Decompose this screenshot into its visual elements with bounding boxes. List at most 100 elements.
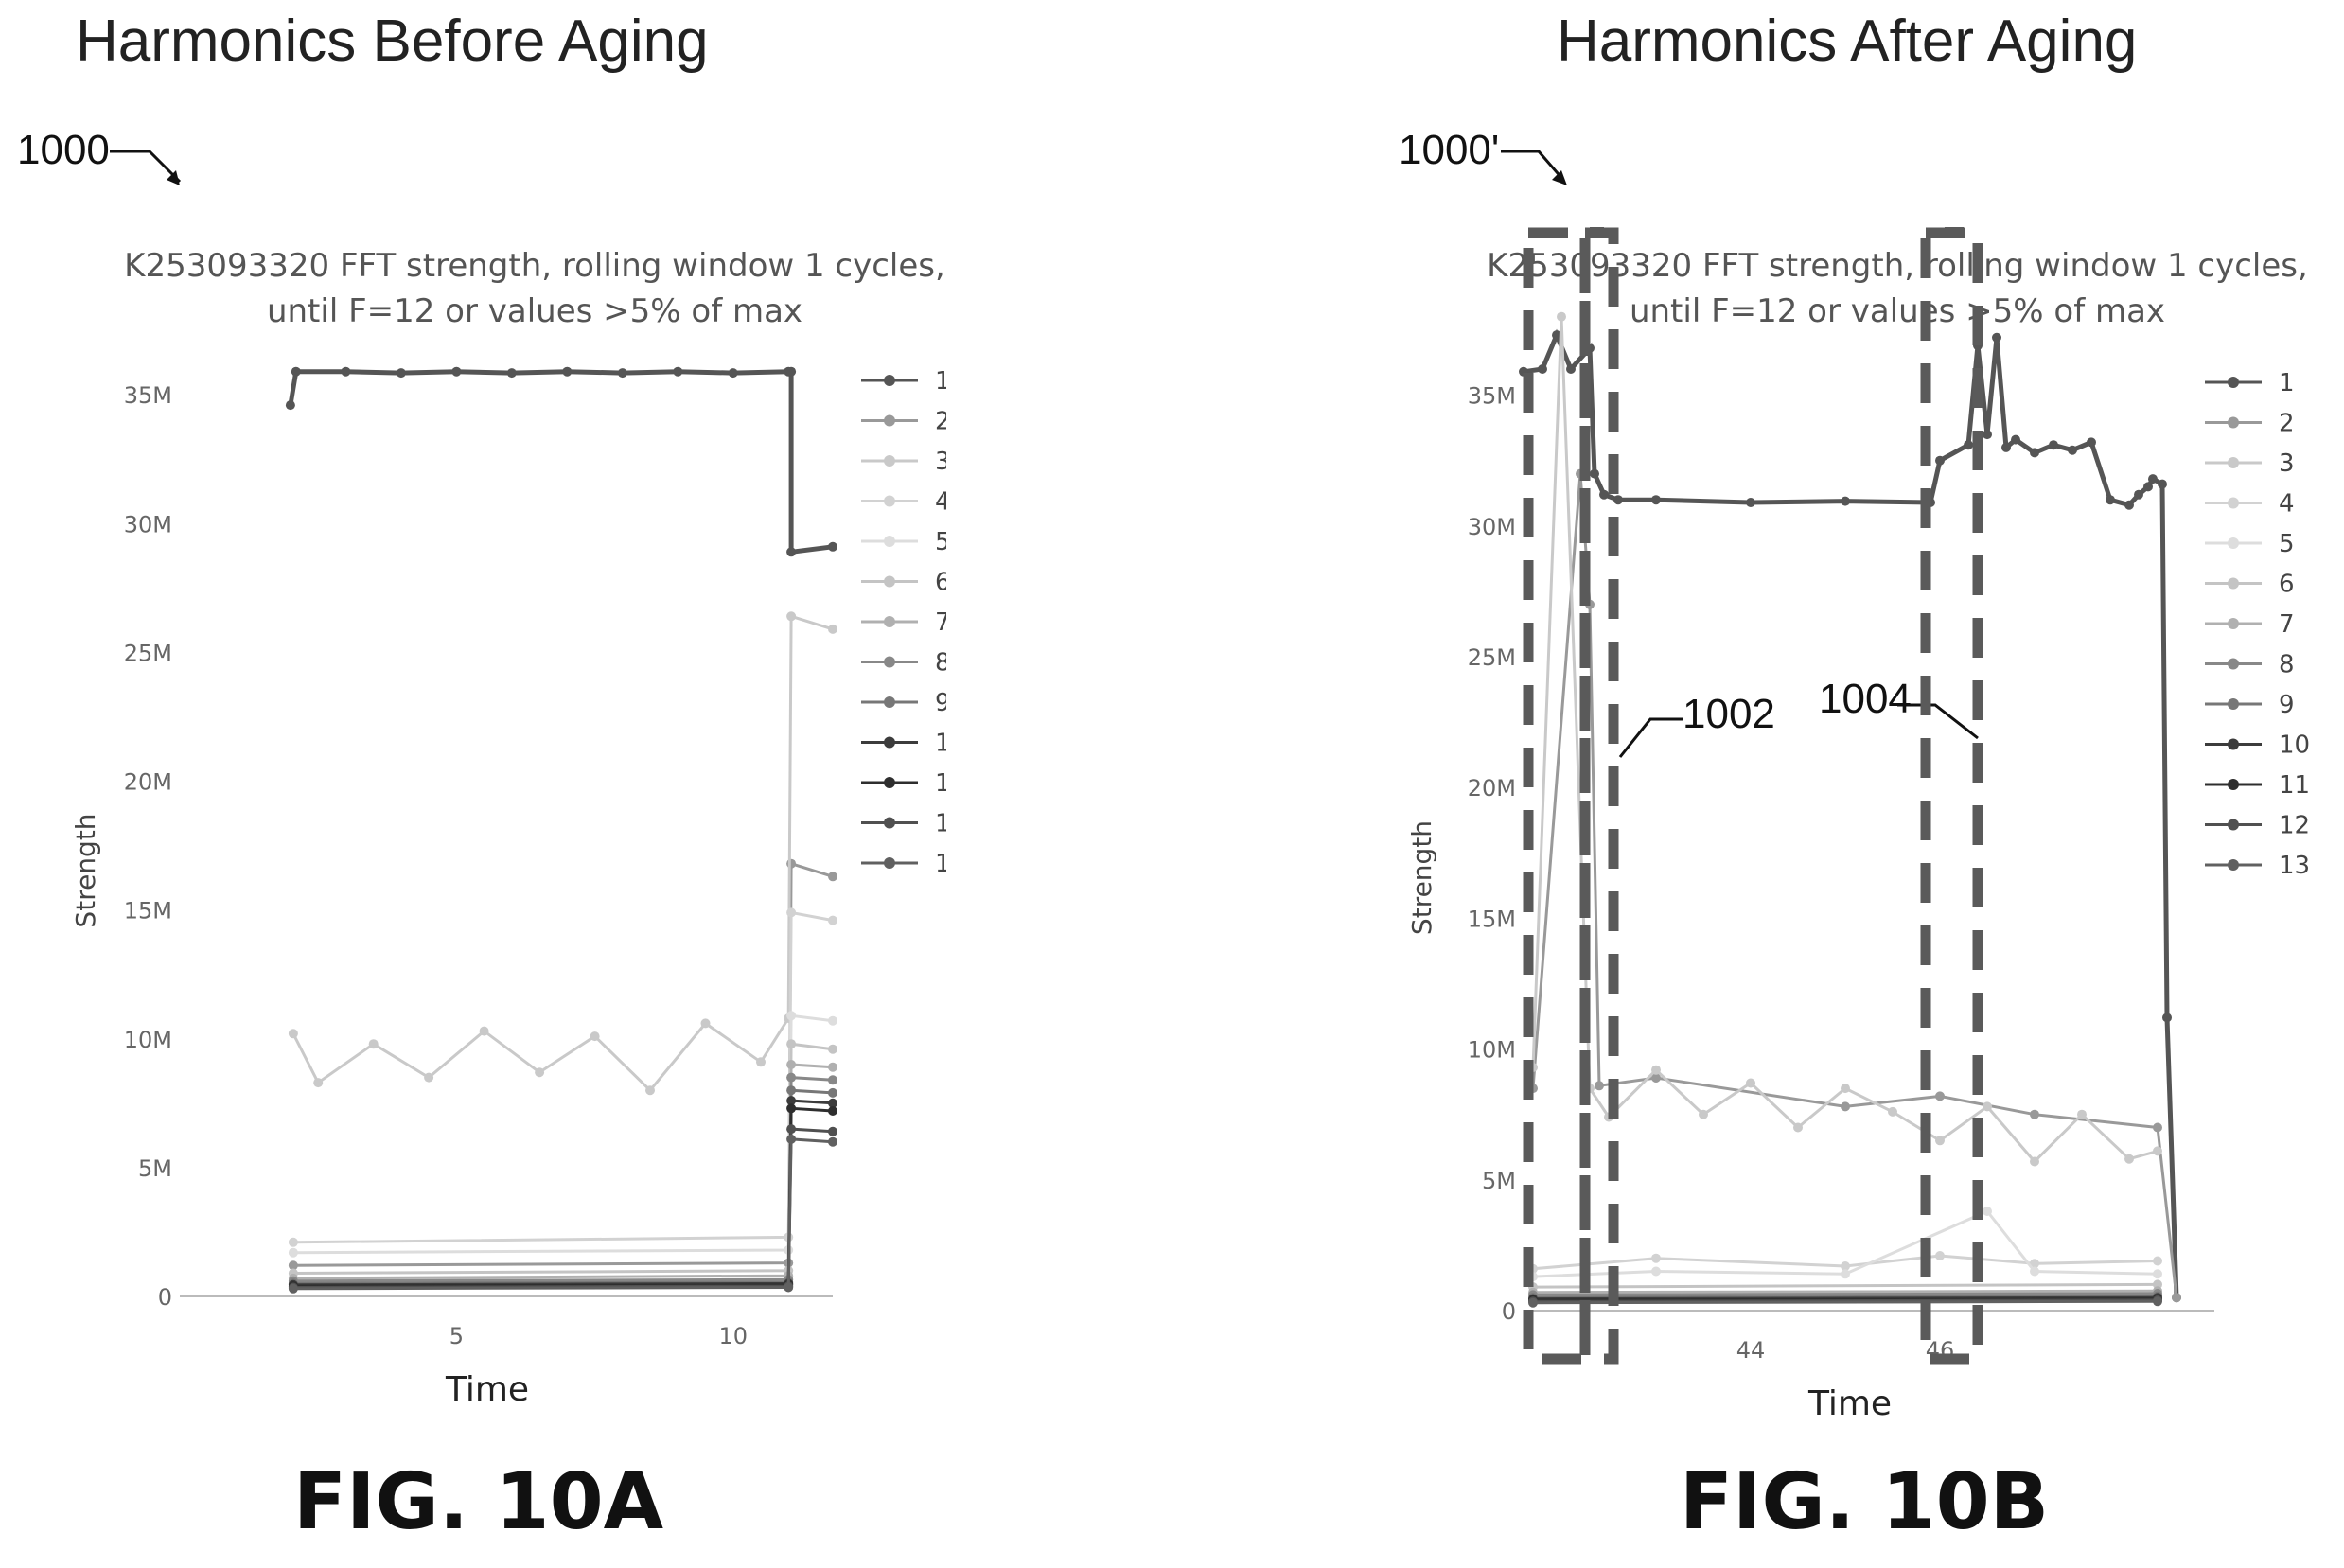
chart-title: K253093320 FFT strength, rolling window … [1487,247,2308,285]
y-tick-label: 10M [124,1027,172,1053]
series-point-1 [396,368,406,379]
series-point-6 [2153,1279,2162,1290]
y-tick-label: 30M [1468,514,1516,540]
legend-label-3: 3 [2279,449,2295,478]
legend-label-2: 2 [935,408,946,436]
series-line-13 [1532,1299,2159,1305]
series-point-11 [828,1106,837,1116]
series-point-1 [2143,482,2153,492]
chart-subtitle: until F=12 or values >5% of max [1630,292,2165,330]
legend-marker-6 [2228,577,2239,590]
legend-marker-7 [2228,618,2239,629]
series-point-7 [786,1060,797,1069]
chart-title: K253093320 FFT strength, rolling window … [124,247,945,285]
series-line-2 [1531,473,2178,1298]
arrow-1000-prime-icon [1501,150,1565,181]
series-point-1 [2030,448,2039,458]
series-line-1 [1523,328,2179,1298]
y-tick-label: 15M [124,898,172,925]
x-axis-label: Time [1807,1384,1892,1423]
y-tick-label: 30M [124,511,172,537]
series-point-13 [2153,1296,2162,1307]
series-point-1 [1651,495,1661,505]
series-point-1 [2158,479,2167,489]
legend-label-13: 13 [2279,852,2310,880]
series-point-3 [1935,1136,1945,1146]
chart-harmonics-before-aging: K253093320 FFT strength, rolling window … [70,247,946,1409]
series-line-4 [1532,1254,2159,1271]
legend-label-7: 7 [2279,610,2295,639]
series-point-1 [1566,364,1576,374]
series-point-1 [1552,330,1561,341]
series-point-2 [828,872,837,882]
legend-label-11: 11 [2279,771,2310,800]
series-point-3 [2030,1156,2039,1167]
y-tick-label: 35M [124,382,172,409]
legend-marker-13 [884,857,895,869]
series-point-12 [786,1124,797,1135]
series-point-3 [828,624,837,634]
left-heading: Harmonics Before Aging [76,9,709,74]
legend-marker-3 [884,455,895,467]
y-axis-label: Strength [70,813,101,927]
series-line-5 [292,1013,834,1255]
series-group [285,366,837,1294]
legend-label-6: 6 [935,569,946,597]
series-point-4 [828,915,837,925]
series-point-2 [288,1260,298,1271]
legend-label-4: 4 [935,488,946,517]
series-point-1 [1841,496,1850,506]
series-point-1 [1992,332,2001,343]
series-point-3 [645,1085,655,1096]
y-tick-label: 0 [158,1284,172,1311]
series-point-10 [786,1096,797,1106]
legend-marker-1 [2228,377,2239,388]
legend-label-1: 1 [935,367,946,396]
legend-marker-10 [2228,738,2239,750]
series-point-1 [1964,440,1973,450]
y-tick-label: 20M [124,769,172,796]
legend-marker-10 [884,736,895,749]
series-point-2 [1595,1081,1604,1091]
series-point-1 [617,368,627,379]
series-line-5 [1532,1209,2159,1278]
series-point-9 [828,1087,837,1098]
legend-marker-7 [884,616,895,627]
series-point-3 [2124,1154,2134,1164]
series-point-1 [291,366,301,377]
series-point-3 [1557,311,1566,322]
legend-label-3: 3 [935,448,946,476]
series-point-3 [368,1039,379,1049]
series-point-2 [786,858,797,869]
series-point-3 [479,1026,489,1036]
legend-label-6: 6 [2279,571,2295,599]
series-point-1 [2124,500,2134,510]
series-point-3 [590,1031,600,1042]
series-point-1 [2134,489,2143,500]
series-point-8 [828,1075,837,1085]
legend-marker-9 [2228,698,2239,710]
series-point-3 [313,1078,324,1088]
series-point-1 [2106,495,2115,505]
legend-marker-12 [2228,819,2239,831]
series-line-2 [292,861,834,1267]
series-point-4 [2030,1259,2039,1269]
series-point-13 [784,1282,794,1293]
series-point-1 [2068,445,2077,455]
fig-label-a: FIG. 10A [293,1457,664,1547]
series-point-3 [288,1029,298,1039]
series-point-13 [828,1136,837,1147]
right-heading: Harmonics After Aging [1557,9,2138,74]
series-point-3 [756,1057,766,1067]
series-point-4 [1841,1261,1850,1271]
series-line-10 [292,1099,834,1287]
legend-label-7: 7 [935,608,946,637]
y-tick-label: 25M [124,640,172,666]
y-tick-label: 15M [1468,906,1516,932]
series-point-12 [828,1126,837,1136]
series-line-1 [288,369,834,555]
series-point-1 [2162,1013,2172,1023]
legend-marker-6 [884,575,895,588]
